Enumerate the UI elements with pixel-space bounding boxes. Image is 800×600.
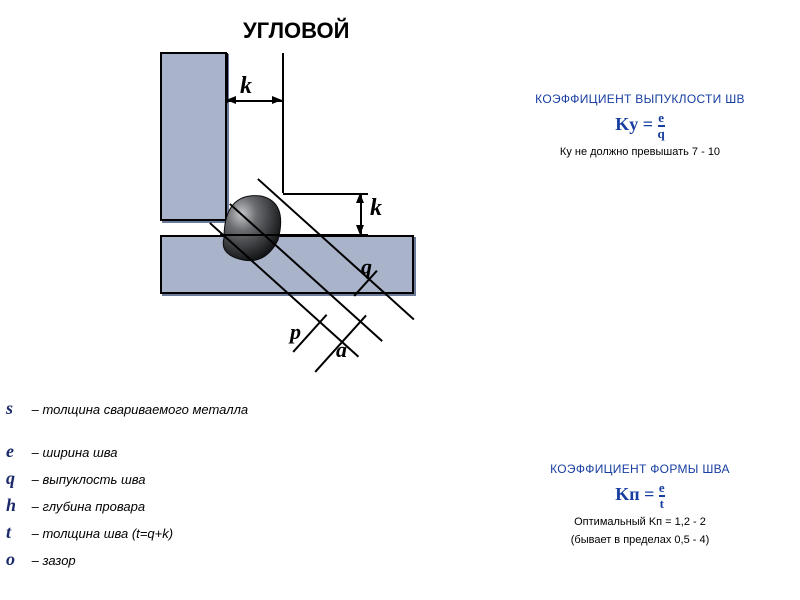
legend-row: o – зазор <box>6 549 336 570</box>
legend-row: t – толщина шва (t=q+k) <box>6 522 336 543</box>
formula-form-heading: КОЭФФИЦИЕНТ ФОРМЫ ШВА <box>490 462 790 476</box>
weld-diagram: k k q p a <box>160 45 480 365</box>
dim-k-top-arrow-r <box>272 96 282 104</box>
legend: s – толщина свариваемого металла e – шир… <box>6 398 336 570</box>
dim-k-top-arrow-l <box>226 96 236 104</box>
dim-k-right-ext-bot <box>220 234 368 236</box>
dim-k-right-arrow-u <box>356 193 364 203</box>
legend-row: s – толщина свариваемого металла <box>6 398 336 419</box>
formula-form-note-1: Оптимальный Kп = 1,2 - 2 <box>490 516 790 528</box>
legend-row: e – ширина шва <box>6 441 336 462</box>
legend-row: h – глубина провара <box>6 495 336 516</box>
formula-form-eq: Kп = e t <box>490 482 790 510</box>
formula-convexity-note: Ку не должно превышать 7 - 10 <box>490 146 790 158</box>
formula-form: КОЭФФИЦИЕНТ ФОРМЫ ШВА Kп = e t Оптимальн… <box>490 462 790 546</box>
formula-convexity-heading: КОЭФФИЦИЕНТ ВЫПУКЛОСТИ ШВ <box>490 92 790 106</box>
legend-row: q – выпуклость шва <box>6 468 336 489</box>
dim-k-right-arrow-d <box>356 225 364 235</box>
formula-convexity-eq: Kу = e q <box>490 112 790 140</box>
diag-a-label: a <box>336 337 347 363</box>
dim-k-top-label: k <box>240 73 252 100</box>
diag-q-label: q <box>361 254 372 280</box>
dim-k-top-ext-right <box>282 53 284 193</box>
diag-p-label: p <box>290 319 301 345</box>
formula-form-note-2: (бывает в пределах 0,5 - 4) <box>490 534 790 546</box>
dim-k-right-label: k <box>370 195 382 222</box>
page-title: УГЛОВОЙ <box>243 18 349 44</box>
formula-convexity: КОЭФФИЦИЕНТ ВЫПУКЛОСТИ ШВ Kу = e q Ку не… <box>490 92 790 158</box>
